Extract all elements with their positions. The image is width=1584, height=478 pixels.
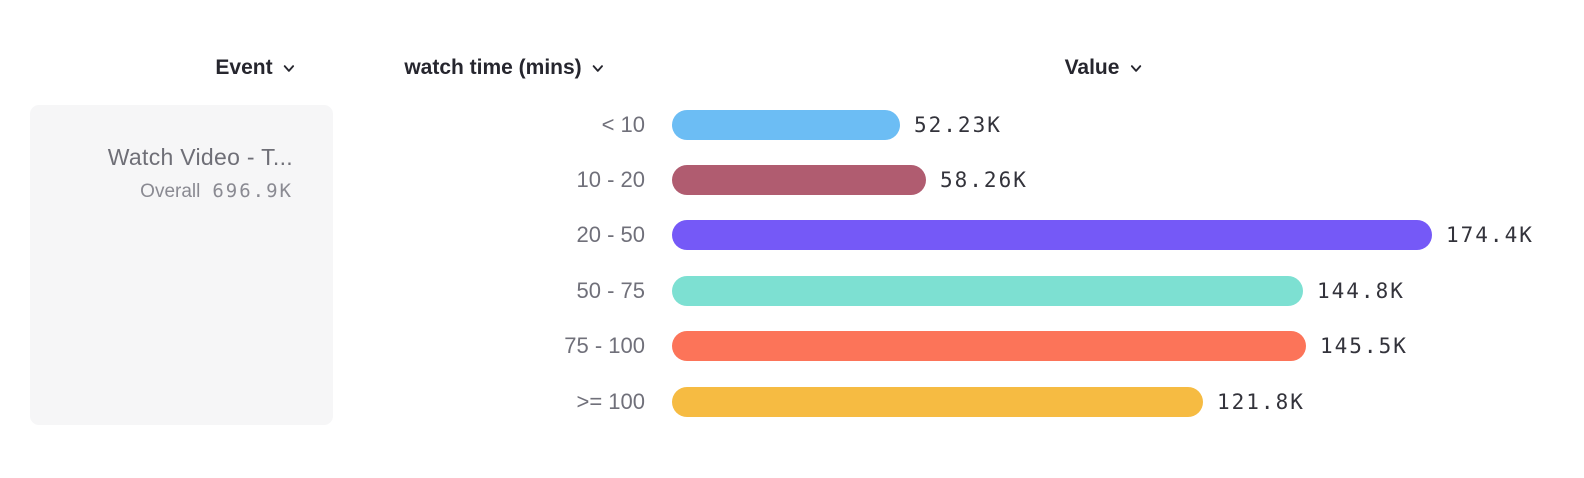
bucket-label: 75 - 100	[564, 333, 645, 359]
value-bar[interactable]	[672, 275, 1303, 306]
bar-value-label: 145.5K	[1320, 334, 1408, 359]
column-header-label: Value	[1064, 56, 1120, 79]
column-header-label: watch time (mins)	[404, 56, 582, 79]
bucket-label: 20 - 50	[576, 222, 646, 248]
bar-track: 121.8K	[672, 386, 1584, 417]
event-card[interactable]: Watch Video - T... Overall 696.9K	[30, 105, 333, 425]
chart-row: >= 100 121.8K	[0, 374, 1584, 429]
bar-track: 174.4K	[672, 220, 1584, 251]
chevron-down-icon	[593, 64, 604, 72]
bar-track: 145.5K	[672, 331, 1584, 362]
bar-value-label: 174.4K	[1446, 223, 1534, 248]
value-bar[interactable]	[672, 386, 1203, 417]
column-header-event[interactable]: Event	[215, 52, 296, 84]
overall-label: Overall	[140, 180, 201, 202]
overall-value: 696.9K	[212, 179, 293, 202]
chart-row: 10 - 20 58.26K	[0, 152, 1584, 207]
bar-track: 144.8K	[672, 275, 1584, 306]
bar-value-label: 144.8K	[1317, 278, 1405, 303]
value-bar[interactable]	[672, 331, 1306, 362]
bar-value-label: 52.23K	[914, 112, 1002, 137]
value-bar[interactable]	[672, 220, 1432, 251]
bar-value-label: 58.26K	[940, 168, 1028, 193]
chart-rows: < 10 52.23K 10 - 20 58.26K 20 - 50 174.4K 50 -…	[0, 97, 1584, 429]
column-header-label: Event	[215, 56, 273, 79]
chart-row: 50 - 75 144.8K	[0, 263, 1584, 318]
value-bar[interactable]	[672, 165, 926, 196]
chart-row: < 10 52.23K	[0, 97, 1584, 152]
bucket-label: >= 100	[576, 388, 645, 414]
chevron-down-icon	[1130, 64, 1142, 72]
bucket-label: < 10	[601, 111, 645, 137]
column-header-value[interactable]: Value	[1065, 52, 1144, 84]
column-header-watch-time[interactable]: watch time (mins)	[404, 52, 605, 84]
value-bar[interactable]	[672, 109, 900, 140]
chart-row: 20 - 50 174.4K	[0, 208, 1584, 263]
chart-row: 75 - 100 145.5K	[0, 319, 1584, 374]
bar-track: 58.26K	[672, 165, 1584, 196]
bar-track: 52.23K	[672, 109, 1584, 140]
bar-value-label: 121.8K	[1217, 389, 1305, 414]
chevron-down-icon	[283, 64, 295, 72]
event-overall-row: Overall 696.9K	[50, 180, 293, 203]
bucket-label: 10 - 20	[576, 167, 646, 193]
bucket-label: 50 - 75	[576, 277, 646, 303]
event-title: Watch Video - T...	[107, 144, 293, 170]
